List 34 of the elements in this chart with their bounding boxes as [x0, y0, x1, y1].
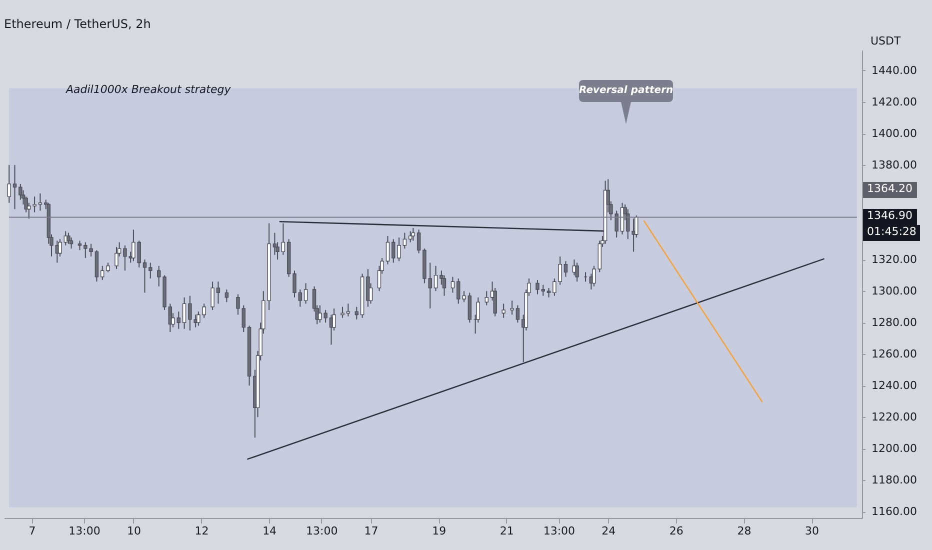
- x-tick-label: 17: [364, 524, 378, 538]
- y-tick-label: 1240.00: [872, 379, 917, 392]
- x-tick-label: 24: [602, 524, 616, 538]
- x-tick-label: 12: [194, 524, 209, 538]
- y-tick-label: 1200.00: [872, 442, 917, 456]
- x-tick-label: 14: [262, 524, 277, 538]
- y-tick-label: 1400.00: [872, 127, 917, 140]
- x-tick-label: 19: [432, 524, 446, 538]
- x-tick-label: 13:00: [543, 524, 576, 538]
- y-tick-label: 1220.00: [872, 410, 917, 424]
- annotation: Reversal pattern: [579, 80, 674, 102]
- x-tick-label: 13:00: [306, 524, 338, 538]
- y-tick-label: 1440.00: [872, 64, 917, 77]
- y-tick-label: 1180.00: [872, 474, 917, 487]
- x-tick-label: 7: [28, 524, 36, 538]
- y-tick-label: 1280.00: [872, 316, 917, 330]
- x-tick-label: 28: [737, 524, 752, 538]
- annotation: Aadil1000x Breakout strategy: [65, 83, 232, 96]
- y-tick-label: 1380.00: [872, 158, 917, 172]
- chart-title: Ethereum / TetherUS, 2h: [4, 17, 151, 31]
- text: 1364.20: [863, 182, 916, 198]
- y-tick-label: 1420.00: [872, 96, 917, 108]
- y-tick-label: 1320.00: [872, 253, 917, 266]
- x-tick-label: 10: [126, 524, 141, 538]
- y-tick-label: 1260.00: [872, 348, 917, 361]
- y-tick-label: 1300.00: [872, 284, 917, 298]
- x-tick-label: 13:00: [68, 524, 100, 538]
- x-tick-label: 30: [805, 524, 820, 538]
- y-axis-title: USDT: [870, 34, 902, 48]
- text: 01:45:28: [863, 225, 920, 242]
- ref-line-label: 1346.90: [863, 209, 916, 226]
- y-tick-label: 1160.00: [872, 505, 917, 518]
- x-tick-label: 26: [669, 524, 684, 538]
- x-tick-label: 21: [500, 524, 514, 538]
